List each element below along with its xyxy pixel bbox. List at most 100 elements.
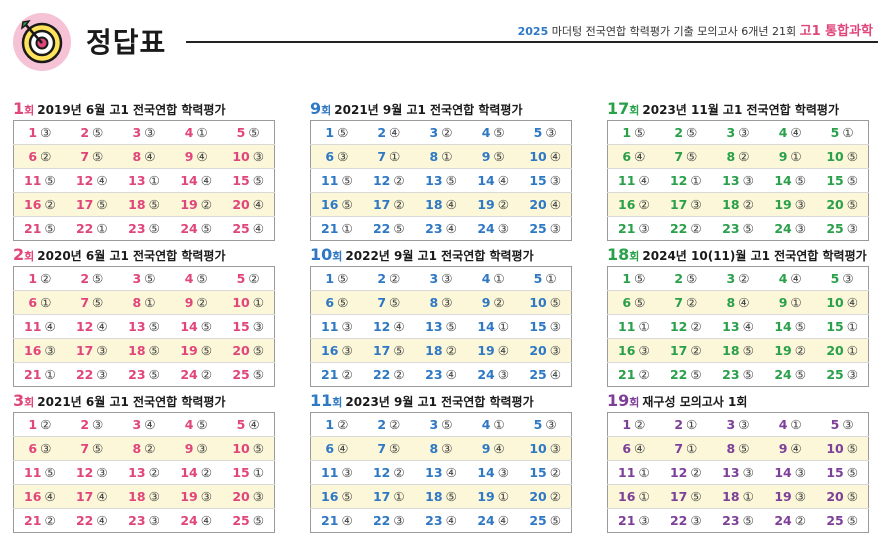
answer-value: ③ <box>441 441 453 456</box>
section-heading: 9회 2021년 9월 고1 전국연합 학력평가 <box>310 98 572 120</box>
question-number: 23 <box>722 513 740 528</box>
answer-value: ④ <box>445 513 457 528</box>
question-number: 16 <box>24 343 42 358</box>
answer-value: ⑤ <box>144 271 156 286</box>
answer-value: ④ <box>445 465 457 480</box>
answer-value: ① <box>842 125 854 140</box>
target-logo-icon <box>13 13 71 71</box>
question-number: 24 <box>477 513 495 528</box>
question-number: 6 <box>622 295 632 310</box>
table-row: 21 ⑤ 22 ① 23 ⑤ 24 ⑤ 25 ④ <box>14 217 275 241</box>
answer-value: ⑤ <box>634 271 646 286</box>
answer-cell: 25 ⑤ <box>519 509 571 533</box>
table-row: 6 ④ 7 ① 8 ⑤ 9 ④ 10 ⑤ <box>607 436 869 461</box>
answer-value: ① <box>790 295 802 310</box>
answer-cell: 18 ② <box>711 192 765 217</box>
answer-value: ② <box>794 513 806 528</box>
answer-cell: 18 ⑤ <box>414 484 468 509</box>
exam-number-suffix: 회 <box>24 104 35 117</box>
answer-value: ⑤ <box>44 465 56 480</box>
question-number: 22 <box>75 367 94 382</box>
question-number: 24 <box>774 221 792 236</box>
exam-number-suffix: 회 <box>332 250 343 263</box>
question-number: 9 <box>184 295 194 310</box>
answer-value: ⑤ <box>341 197 353 212</box>
question-number: 6 <box>325 441 335 456</box>
question-number: 3 <box>132 417 142 432</box>
answer-value: ⑤ <box>445 489 457 504</box>
answer-value: ⑤ <box>549 513 561 528</box>
answer-value: ③ <box>148 513 160 528</box>
table-row: 6 ① 7 ⑤ 8 ① 9 ② 10 ① <box>13 290 275 315</box>
answer-cell: 16 ⑤ <box>310 484 363 509</box>
exam-label: 2022년 9월 고1 전국연합 학력평가 <box>345 249 534 263</box>
question-number: 2 <box>377 417 387 432</box>
answer-value: ③ <box>842 271 854 286</box>
answer-cell: 16 ③ <box>13 338 66 363</box>
answer-value: ③ <box>794 465 806 480</box>
exam-label: 재구성 모의고사 1회 <box>642 395 748 409</box>
question-number: 6 <box>622 149 632 164</box>
question-number: 14 <box>477 319 495 334</box>
table-row: 16 ③ 17 ② 18 ⑤ 19 ② 20 ① <box>607 338 869 363</box>
question-number: 16 <box>618 197 636 212</box>
question-number: 22 <box>372 221 391 236</box>
answer-value: ③ <box>549 221 561 236</box>
answer-value: ③ <box>252 149 264 164</box>
answer-value: ② <box>638 197 650 212</box>
answer-cell: 17 ② <box>362 192 415 217</box>
question-number: 13 <box>425 319 443 334</box>
answer-value: ⑤ <box>252 173 264 188</box>
table-row: 21 ② 22 ④ 23 ③ 24 ④ 25 ⑤ <box>14 509 275 533</box>
table-row: 21 ① 22 ③ 23 ⑤ 24 ② 25 ⑤ <box>14 363 275 387</box>
answer-cell: 15 ⑤ <box>816 168 869 193</box>
answer-value: ④ <box>252 197 264 212</box>
answer-value: ③ <box>252 319 264 334</box>
question-number: 21 <box>618 367 636 382</box>
question-number: 7 <box>80 295 90 310</box>
question-number: 18 <box>425 489 443 504</box>
answer-value: ⑤ <box>92 125 104 140</box>
exam-label: 2021년 6월 고1 전국연합 학력평가 <box>37 395 226 409</box>
table-row: 16 ② 17 ⑤ 18 ⑤ 19 ② 20 ④ <box>13 192 275 217</box>
answer-value: ③ <box>341 319 353 334</box>
answer-value: ⑤ <box>549 295 561 310</box>
question-number: 24 <box>477 367 495 382</box>
answer-cell: 14 ② <box>170 460 223 485</box>
question-number: 24 <box>774 367 792 382</box>
table-row: 11 ③ 12 ② 13 ④ 14 ③ 15 ② <box>310 460 572 485</box>
table-row: 21 ② 22 ⑤ 23 ⑤ 24 ⑤ 25 ③ <box>608 363 869 387</box>
answer-column-1: 1회 2019년 6월 고1 전국연합 학력평가 1 ③ 2 ⑤ 3 ③ 4 ① 5 ⑤ 6 ② 7 ⑤ 8 ④ 9… <box>13 98 275 536</box>
answer-cell: 12 ② <box>362 168 415 193</box>
answer-value: ③ <box>549 343 561 358</box>
question-number: 18 <box>425 343 443 358</box>
question-number: 14 <box>774 319 792 334</box>
question-number: 3 <box>726 417 736 432</box>
answer-cell: 21 ④ <box>311 509 363 533</box>
table-row: 16 ② 17 ③ 18 ② 19 ③ 20 ⑤ <box>607 192 869 217</box>
answer-cell: 18 ② <box>414 338 468 363</box>
answer-value: ④ <box>497 173 509 188</box>
question-number: 18 <box>722 197 740 212</box>
answer-cell: 16 ① <box>607 484 660 509</box>
answer-value: ② <box>738 149 750 164</box>
answer-value: ③ <box>846 367 858 382</box>
answer-value: ③ <box>794 221 806 236</box>
question-number: 19 <box>477 489 495 504</box>
answer-value: ① <box>493 417 505 432</box>
answer-value: ② <box>690 465 702 480</box>
answer-value: ④ <box>445 197 457 212</box>
answer-section: 19회 재구성 모의고사 1회 1 ② 2 ① 3 ③ 4 ① 5 ③ 6 ④ 7 ① 8 ⑤ 9 ④ 10 ⑤ 11 ① 12… <box>607 390 869 536</box>
